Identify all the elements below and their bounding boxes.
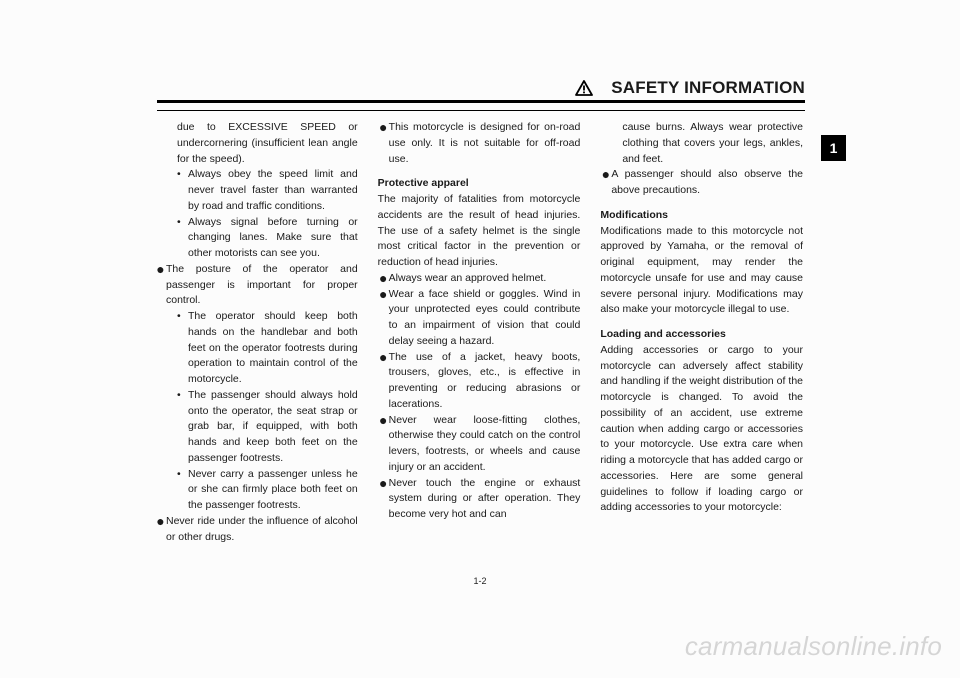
body-text: The majority of fatalities from motorcyc… [378, 192, 581, 271]
body-text: cause burns. Always wear protective clot… [600, 120, 803, 167]
watermark-text: carmanualsonline.info [685, 631, 942, 662]
bullet-dot-icon: • [177, 388, 188, 467]
bullet-disc-icon: ● [378, 350, 389, 413]
spacer [378, 167, 581, 176]
spacer [600, 318, 803, 327]
list-item: ●Always wear an approved helmet. [378, 271, 581, 287]
sub-bullet: •Always signal before turning or changin… [155, 215, 358, 262]
bullet-dot-icon: • [177, 467, 188, 514]
page-header-title: SAFETY INFORMATION [611, 78, 805, 98]
section-heading: Loading and accessories [600, 327, 803, 343]
bullet-disc-icon: ● [378, 476, 389, 523]
list-item: ●The use of a jacket, heavy boots, trous… [378, 350, 581, 413]
body-text: Adding accessories or cargo to your moto… [600, 343, 803, 516]
bullet-disc-icon: ● [378, 413, 389, 476]
body-text: Modifications made to this motorcycle no… [600, 224, 803, 319]
list-item: ●Never ride under the influence of alcoh… [155, 514, 358, 546]
sub-bullet: •Never carry a passenger unless he or sh… [155, 467, 358, 514]
content-columns: due to EXCESSIVE SPEED or undercornering… [155, 120, 803, 545]
sub-bullet: •The passenger should always hold onto t… [155, 388, 358, 467]
list-item: ●A passenger should also observe the abo… [600, 167, 803, 199]
list-item: ●Never wear loose-fitting clothes, other… [378, 413, 581, 476]
bullet-dot-icon: • [177, 215, 188, 262]
bullet-disc-icon: ● [155, 514, 166, 546]
bullet-disc-icon: ● [378, 120, 389, 167]
bullet-dot-icon: • [177, 309, 188, 388]
section-tab: 1 [821, 135, 846, 161]
bullet-dot-icon: • [177, 167, 188, 214]
list-item: ●Never touch the engine or exhaust syste… [378, 476, 581, 523]
section-heading: Modifications [600, 208, 803, 224]
rule-thin [157, 110, 805, 111]
section-heading: Protective apparel [378, 176, 581, 192]
list-item: ●This motorcycle is designed for on-road… [378, 120, 581, 167]
column-3: cause burns. Always wear protective clot… [600, 120, 803, 545]
sub-bullet: •The operator should keep both hands on … [155, 309, 358, 388]
sub-bullet: •Always obey the speed limit and never t… [155, 167, 358, 214]
column-2: ●This motorcycle is designed for on-road… [378, 120, 581, 545]
bullet-disc-icon: ● [378, 271, 389, 287]
body-text: due to EXCESSIVE SPEED or undercornering… [155, 120, 358, 167]
header-rule [157, 100, 805, 111]
rule-thick [157, 100, 805, 103]
column-1: due to EXCESSIVE SPEED or undercornering… [155, 120, 358, 545]
page-number: 1-2 [0, 576, 960, 586]
bullet-disc-icon: ● [155, 262, 166, 309]
warning-triangle-icon [575, 80, 593, 96]
spacer [600, 199, 803, 208]
bullet-disc-icon: ● [600, 167, 611, 199]
list-item: ●The posture of the operator and passeng… [155, 262, 358, 309]
manual-page: SAFETY INFORMATION due to EXCESSIVE SPEE… [155, 100, 805, 530]
list-item: ●Wear a face shield or goggles. Wind in … [378, 287, 581, 350]
bullet-disc-icon: ● [378, 287, 389, 350]
